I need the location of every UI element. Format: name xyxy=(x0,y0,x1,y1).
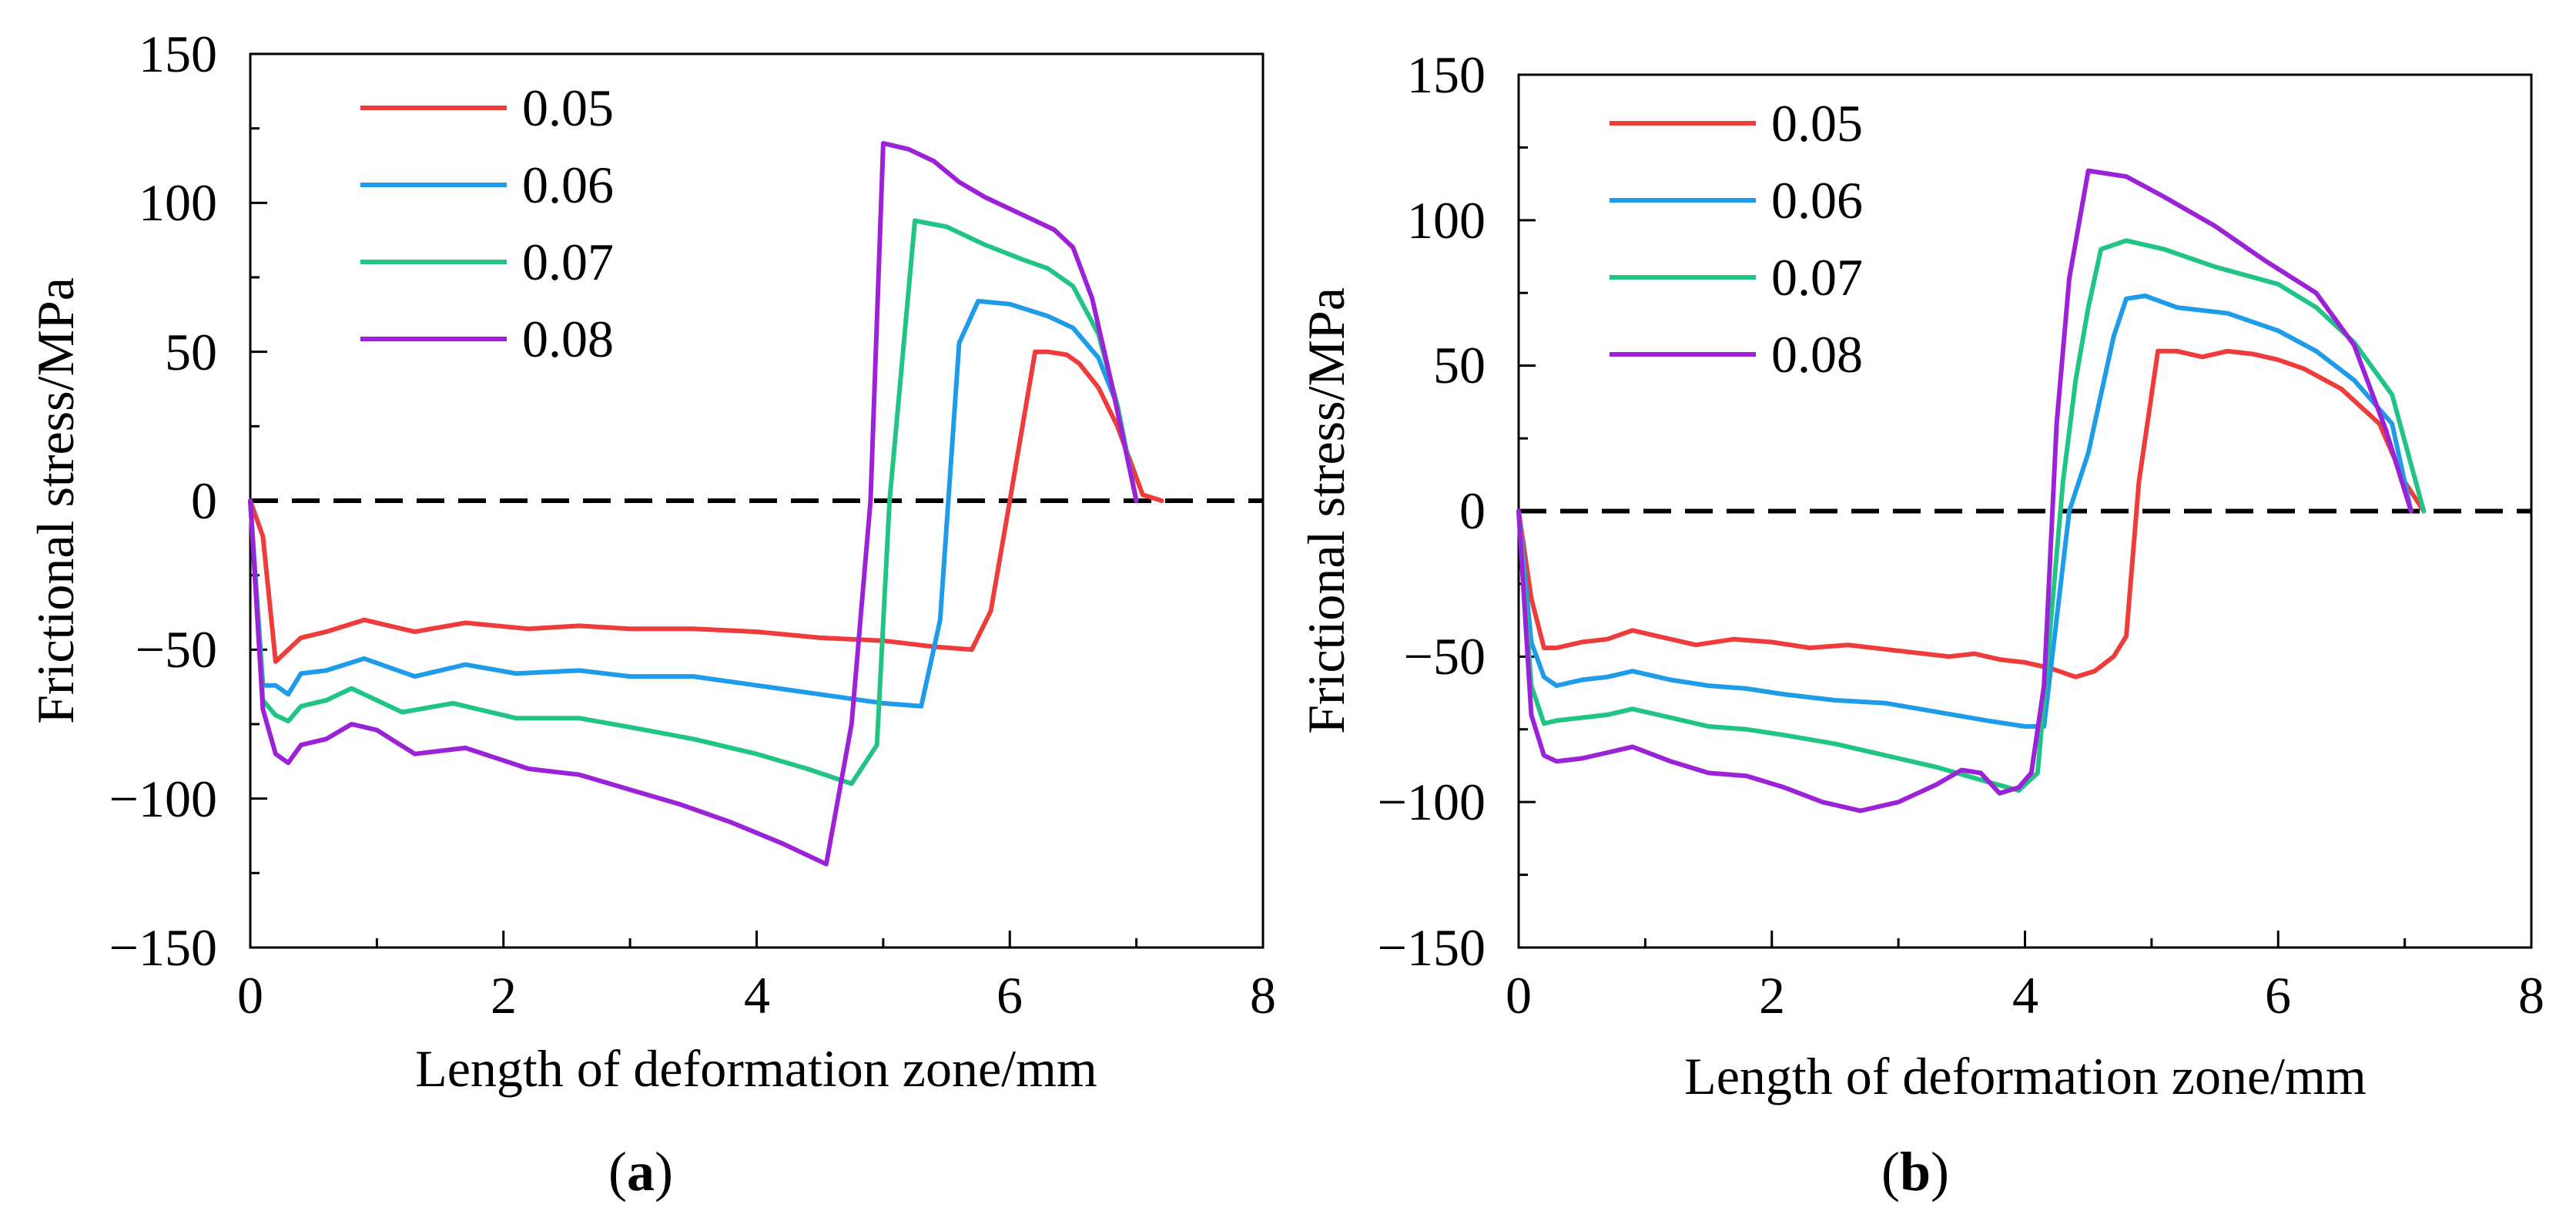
y-tick-label: 50 xyxy=(1433,336,1486,394)
chart-panel-b: 0.05 0.06 0.07 0.08 150 100 50 0 −50 −100 −… xyxy=(1297,45,2544,1203)
legend: 0.05 0.06 0.07 0.08 xyxy=(1610,94,1863,384)
legend: 0.05 0.06 0.07 0.08 xyxy=(360,79,614,368)
series-line-0.06 xyxy=(1516,294,2414,729)
panel-caption-a: (a) xyxy=(608,1141,673,1203)
y-axis-title: Frictional stress/MPa xyxy=(1297,287,1355,734)
y-tick-label: 50 xyxy=(165,323,217,381)
y-tick-label: 150 xyxy=(139,25,217,83)
x-axis-ticks xyxy=(249,931,1265,948)
x-tick-label: 8 xyxy=(2518,966,2544,1025)
x-tick-label: 8 xyxy=(1250,966,1276,1025)
x-tick-label: 2 xyxy=(491,966,517,1025)
legend-label-0.07: 0.07 xyxy=(522,233,614,291)
y-tick-label: −150 xyxy=(109,918,217,977)
y-tick-label: −150 xyxy=(1378,918,1486,977)
y-tick-label: 100 xyxy=(139,173,217,232)
series-line-0.08 xyxy=(1516,168,2414,813)
panel-caption-letter: a xyxy=(627,1141,655,1203)
x-axis-ticks xyxy=(1517,931,2533,948)
y-tick-label: −50 xyxy=(1404,627,1486,686)
legend-label-0.06: 0.06 xyxy=(522,156,614,214)
y-tick-label: 150 xyxy=(1407,45,1486,104)
series-line-0.07 xyxy=(248,218,1139,787)
x-tick-label: 6 xyxy=(997,966,1023,1025)
series-line-0.08 xyxy=(248,141,1139,867)
legend-label-0.07: 0.07 xyxy=(1771,248,1863,307)
x-tick-label: 4 xyxy=(2012,966,2038,1025)
y-tick-label: −100 xyxy=(1378,773,1486,831)
x-axis-title: Length of deformation zone/mm xyxy=(415,1039,1097,1098)
x-axis-title: Length of deformation zone/mm xyxy=(1684,1047,2367,1105)
panel-caption-letter: b xyxy=(1900,1141,1931,1203)
legend-label-0.08: 0.08 xyxy=(522,310,614,368)
series-group xyxy=(248,141,1164,867)
y-axis-title: Frictional stress/MPa xyxy=(26,277,85,724)
x-tick-label: 0 xyxy=(237,966,263,1025)
x-tick-label: 6 xyxy=(2265,966,2291,1025)
y-tick-label: 0 xyxy=(1459,481,1486,540)
x-tick-label: 4 xyxy=(744,966,770,1025)
series-line-0.05 xyxy=(248,349,1164,664)
series-group xyxy=(1516,168,2427,813)
series-line-0.07 xyxy=(1516,238,2427,793)
panel-caption-b: (b) xyxy=(1881,1141,1949,1203)
y-tick-label: −100 xyxy=(109,770,217,828)
y-tick-label: 100 xyxy=(1407,191,1486,250)
x-tick-label: 0 xyxy=(1506,966,1532,1025)
legend-label-0.08: 0.08 xyxy=(1771,325,1863,384)
legend-label-0.05: 0.05 xyxy=(1771,94,1863,153)
x-tick-label: 2 xyxy=(1759,966,1785,1025)
series-line-0.06 xyxy=(248,298,1139,709)
legend-label-0.05: 0.05 xyxy=(522,79,614,137)
legend-label-0.06: 0.06 xyxy=(1771,171,1863,230)
y-axis-ticks xyxy=(250,52,267,949)
y-tick-label: 0 xyxy=(191,471,217,530)
chart-panel-a: 0.05 0.06 0.07 0.08 150 100 50 0 −50 −100 −… xyxy=(26,25,1276,1203)
series-line-0.05 xyxy=(1516,348,2427,679)
y-tick-label: −50 xyxy=(136,620,217,679)
